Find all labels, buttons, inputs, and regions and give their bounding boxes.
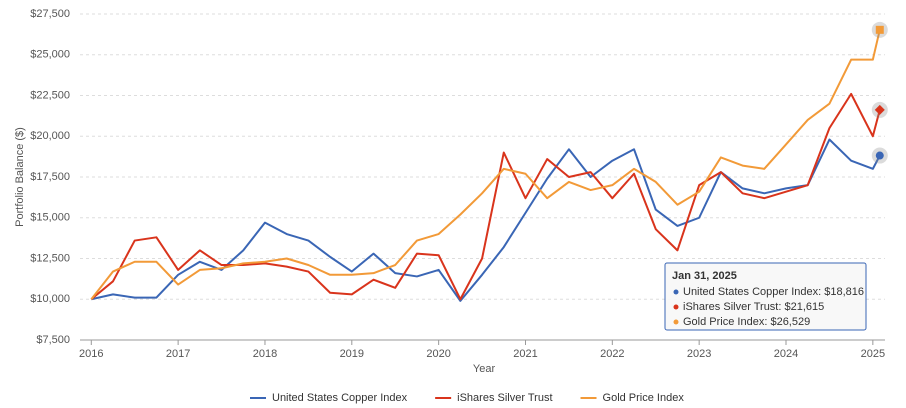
y-tick-label: $7,500 bbox=[36, 334, 70, 346]
x-tick-label: 2021 bbox=[513, 348, 537, 360]
y-tick-label: $27,500 bbox=[30, 8, 70, 20]
tooltip-entry: iShares Silver Trust: $21,615 bbox=[683, 301, 824, 313]
y-tick-label: $10,000 bbox=[30, 293, 70, 305]
x-axis-label: Year bbox=[473, 363, 496, 375]
tooltip-title: Jan 31, 2025 bbox=[672, 270, 737, 282]
x-tick-label: 2016 bbox=[79, 348, 103, 360]
y-tick-label: $25,000 bbox=[30, 49, 70, 61]
tooltip-entry: Gold Price Index: $26,529 bbox=[683, 316, 810, 328]
tooltip-series-name: iShares Silver Trust bbox=[683, 301, 778, 313]
plot-area: $7,500 $10,000 $12,500 $15,000 $17,500 $20,00… bbox=[30, 8, 888, 360]
legend-label: United States Copper Index bbox=[272, 392, 408, 404]
y-tick-label: $22,500 bbox=[30, 89, 70, 101]
tooltip-separator: : bbox=[764, 316, 770, 328]
end-marker bbox=[875, 151, 884, 160]
end-marker bbox=[874, 104, 885, 115]
y-tick-label: $12,500 bbox=[30, 252, 70, 264]
x-tick-label: 2019 bbox=[340, 348, 364, 360]
tooltip-entry: United States Copper Index: $18,816 bbox=[683, 286, 864, 298]
tooltip-series-name: United States Copper Index bbox=[683, 286, 819, 298]
x-tick-label: 2025 bbox=[861, 348, 885, 360]
series-line bbox=[90, 92, 881, 301]
y-tick-label: $17,500 bbox=[30, 171, 70, 183]
x-tick-label: 2017 bbox=[166, 348, 190, 360]
tooltip-dot bbox=[673, 289, 679, 295]
tooltip-box bbox=[664, 262, 867, 331]
x-tick-label: 2018 bbox=[253, 348, 277, 360]
legend-label: iShares Silver Trust bbox=[457, 392, 552, 404]
tooltip: Jan 31, 2025 United States Copper Index:… bbox=[664, 262, 867, 331]
tooltip-separator: : bbox=[818, 286, 824, 298]
legend-label: Gold Price Index bbox=[603, 392, 685, 404]
tooltip-value: $26,529 bbox=[770, 316, 810, 328]
x-tick-label: 2020 bbox=[426, 348, 450, 360]
tooltip-dot bbox=[673, 319, 679, 325]
tooltip-value: $18,816 bbox=[824, 286, 864, 298]
tooltip-dot bbox=[673, 304, 679, 310]
y-tick-label: $15,000 bbox=[30, 212, 70, 224]
series-line bbox=[90, 29, 881, 300]
x-tick-label: 2022 bbox=[600, 348, 624, 360]
x-tick-label: 2023 bbox=[687, 348, 711, 360]
tooltip-separator: : bbox=[778, 301, 784, 313]
x-tick-label: 2024 bbox=[774, 348, 798, 360]
tooltip-series-name: Gold Price Index bbox=[683, 316, 765, 328]
y-axis-label: Portfolio Balance ($) bbox=[14, 127, 26, 227]
y-tick-label: $20,000 bbox=[30, 130, 70, 142]
end-marker bbox=[875, 25, 884, 34]
tooltip-value: $21,615 bbox=[785, 301, 825, 313]
